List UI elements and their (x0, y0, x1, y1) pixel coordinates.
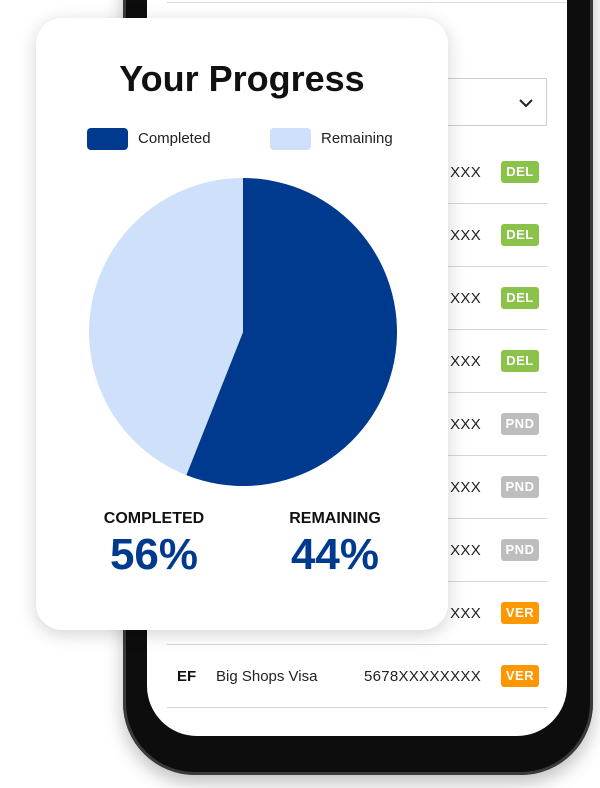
pie-slice-remaining (88, 178, 244, 476)
status-badge: DEL (501, 287, 539, 309)
row-number: XXX (450, 479, 481, 496)
status-badge: DEL (501, 161, 539, 183)
row-number: XXX (450, 605, 481, 622)
progress-card: Your Progress Completed Remaining COMPLE… (36, 18, 448, 630)
list-item[interactable]: XXX DEL (167, 204, 547, 267)
status-badge: PND (501, 539, 539, 561)
legend-swatch-remaining (270, 128, 311, 150)
row-number: XXX (450, 290, 481, 307)
completed-stat-label: COMPLETED (103, 510, 205, 527)
status-badge: PND (501, 413, 539, 435)
card-title: Your Progress (119, 58, 365, 99)
row-number: 5678XXXXXXXX (363, 668, 481, 685)
row-name: Big Shops Visa (216, 668, 318, 685)
row-number: XXX (450, 164, 481, 181)
row-number: XXX (450, 353, 481, 370)
row-number: XXX (450, 542, 481, 559)
row-number: XXX (450, 416, 481, 433)
row-code: EF (177, 668, 197, 685)
remaining-stat-value: 44% (290, 530, 380, 579)
row-number: XXX (450, 227, 481, 244)
legend-label-remaining: Remaining (321, 130, 393, 147)
remaining-stat-label: REMAINING (289, 510, 381, 527)
legend-label-completed: Completed (138, 130, 211, 147)
list-item[interactable]: XXX VER (167, 582, 547, 645)
list-item[interactable]: EF Big Shops Visa 5678XXXXXXXX VER (167, 645, 547, 708)
legend-swatch-completed (87, 128, 128, 150)
progress-pie-chart (88, 178, 397, 486)
list-item[interactable]: XXX DEL (167, 267, 547, 330)
status-badge: DEL (501, 350, 539, 372)
status-badge: PND (501, 476, 539, 498)
pie-slice-completed (186, 178, 397, 486)
status-badge: VER (501, 665, 539, 687)
status-badge: DEL (501, 224, 539, 246)
list-item[interactable]: XXX DEL (167, 330, 547, 393)
divider (167, 2, 567, 3)
chevron-down-icon (519, 99, 533, 108)
completed-stat-value: 56% (109, 530, 199, 579)
status-badge: VER (501, 602, 539, 624)
